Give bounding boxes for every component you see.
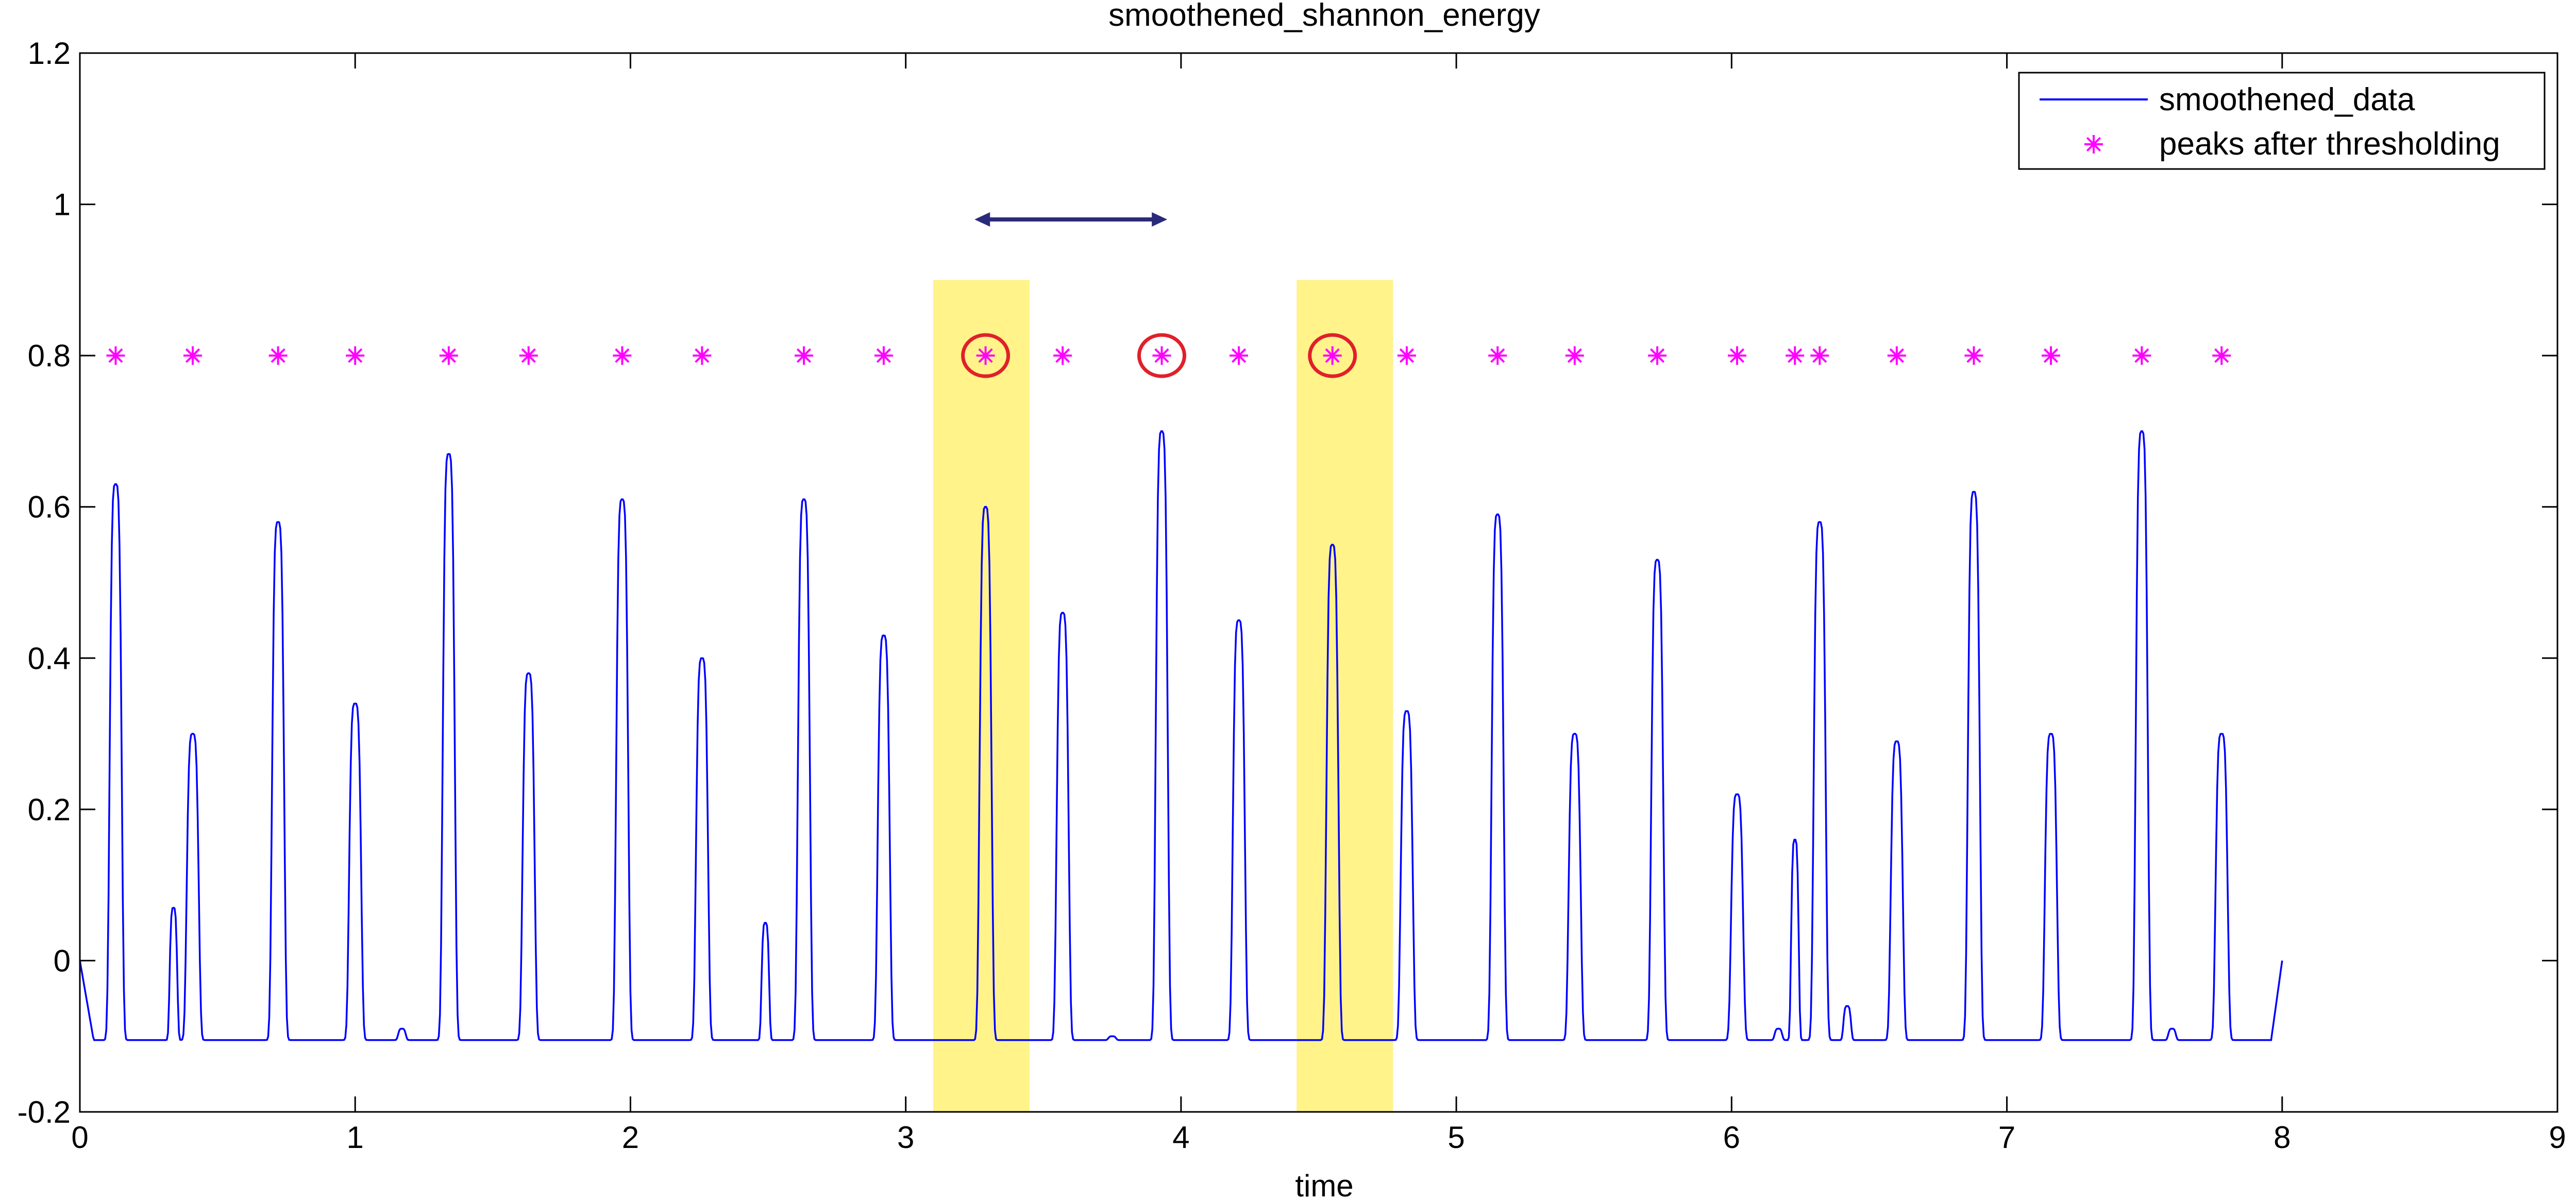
double-arrow-head-left: [974, 212, 990, 227]
star-stroke: [796, 348, 812, 363]
star-stroke: [185, 348, 200, 363]
legend: smoothened_data peaks after thresholding: [2018, 72, 2546, 170]
peak-marker: [874, 346, 893, 365]
annotation-layer: [961, 212, 1357, 378]
peak-marker: [1397, 346, 1416, 365]
y-tick-label: 0.4: [28, 641, 71, 675]
x-tick-label: 2: [622, 1120, 639, 1155]
star-stroke: [521, 348, 536, 363]
peak-marker: [976, 346, 995, 365]
x-tick-label: 0: [71, 1120, 88, 1155]
x-tick-label: 8: [2274, 1120, 2291, 1155]
x-tick-label: 1: [347, 1120, 364, 1155]
y-tick-label: 0: [54, 943, 71, 978]
legend-box: [2018, 72, 2546, 170]
highlight-bands: [933, 280, 1393, 1112]
star-stroke: [2086, 137, 2101, 152]
legend-star-marker: [2084, 135, 2103, 154]
x-axis-label: time: [1295, 1169, 1353, 1200]
peak-marker: [268, 346, 288, 365]
peak-marker: [1786, 346, 1805, 365]
star-stroke: [348, 348, 363, 363]
peak-marker: [519, 346, 538, 365]
double-arrow-head-right: [1152, 212, 1168, 227]
peak-marker: [183, 346, 203, 365]
peak-marker: [106, 346, 125, 365]
peak-marker: [1152, 346, 1171, 365]
highlight-band-2: [1297, 280, 1393, 1112]
legend-label-series-1: smoothened_data: [2159, 82, 2415, 117]
y-axis: -0.2 0 0.2 0.4 0.6 0.8 1 1.2: [18, 36, 2557, 1129]
peak-marker: [1053, 346, 1072, 365]
x-axis: 0 1 2 3 4 5 6 7 8 9: [71, 53, 2566, 1155]
star-stroke: [2134, 348, 2149, 363]
star-stroke: [1399, 348, 1415, 363]
highlight-circle: [1308, 333, 1357, 378]
peak-marker: [2132, 346, 2151, 365]
star-stroke: [1966, 348, 1981, 363]
peak-marker: [795, 346, 814, 365]
y-tick-label: 0.6: [28, 490, 71, 525]
x-tick-label: 6: [1723, 1120, 1740, 1155]
highlight-circle: [1137, 333, 1186, 378]
star-stroke: [271, 348, 285, 363]
x-tick-label: 9: [2549, 1120, 2566, 1155]
peak-marker: [2042, 346, 2061, 365]
peak-marker: [1323, 346, 1342, 365]
peak-marker: [1230, 346, 1249, 365]
star-stroke: [441, 348, 456, 363]
x-tick-label: 5: [1447, 1120, 1464, 1155]
peak-marker: [1887, 346, 1906, 365]
star-stroke: [978, 348, 993, 363]
y-tick-label: 0.2: [28, 792, 71, 827]
legend-label-series-2: peaks after thresholding: [2159, 126, 2500, 162]
x-tick-label: 7: [1998, 1120, 2015, 1155]
y-tick-label: 0.8: [28, 339, 71, 373]
star-stroke: [1154, 348, 1169, 363]
star-stroke: [876, 348, 891, 363]
star-stroke: [1055, 348, 1070, 363]
chart-title: smoothened_shannon_energy: [1108, 0, 1540, 33]
peak-marker: [1728, 346, 1747, 365]
peak-marker: [1565, 346, 1584, 365]
star-stroke: [1812, 348, 1827, 363]
peak-marker: [613, 346, 632, 365]
peak-marker: [439, 346, 458, 365]
highlight-circle: [961, 333, 1011, 378]
peak-marker: [693, 346, 712, 365]
peak-marker: [2212, 346, 2231, 365]
y-tick-label: -0.2: [18, 1095, 71, 1129]
peak-marker: [1810, 346, 1829, 365]
star-stroke: [1729, 348, 1745, 363]
plot-series: [79, 346, 2283, 1041]
y-tick-label: 1.2: [28, 36, 71, 71]
star-stroke: [1231, 348, 1247, 363]
star-stroke: [1325, 348, 1340, 363]
peak-marker: [346, 346, 365, 365]
star-stroke: [108, 348, 123, 363]
star-stroke: [1788, 348, 1803, 363]
legend-swatch-marker: [2084, 135, 2103, 154]
star-stroke: [2214, 348, 2229, 363]
series-line-smoothened-data: [79, 430, 2283, 1041]
star-stroke: [1490, 348, 1505, 363]
star-stroke: [1889, 348, 1905, 363]
x-tick-label: 3: [897, 1120, 914, 1155]
highlight-band-1: [933, 280, 1030, 1112]
plot-frame: [79, 52, 2558, 1113]
peak-marker: [1648, 346, 1667, 365]
peak-marker: [1964, 346, 1983, 365]
star-stroke: [615, 348, 630, 363]
star-stroke: [695, 348, 710, 363]
x-tick-label: 4: [1172, 1120, 1189, 1155]
star-stroke: [2043, 348, 2059, 363]
peak-marker: [1488, 346, 1507, 365]
star-stroke: [1567, 348, 1582, 363]
star-stroke: [1649, 348, 1665, 363]
y-tick-label: 1: [54, 188, 71, 222]
